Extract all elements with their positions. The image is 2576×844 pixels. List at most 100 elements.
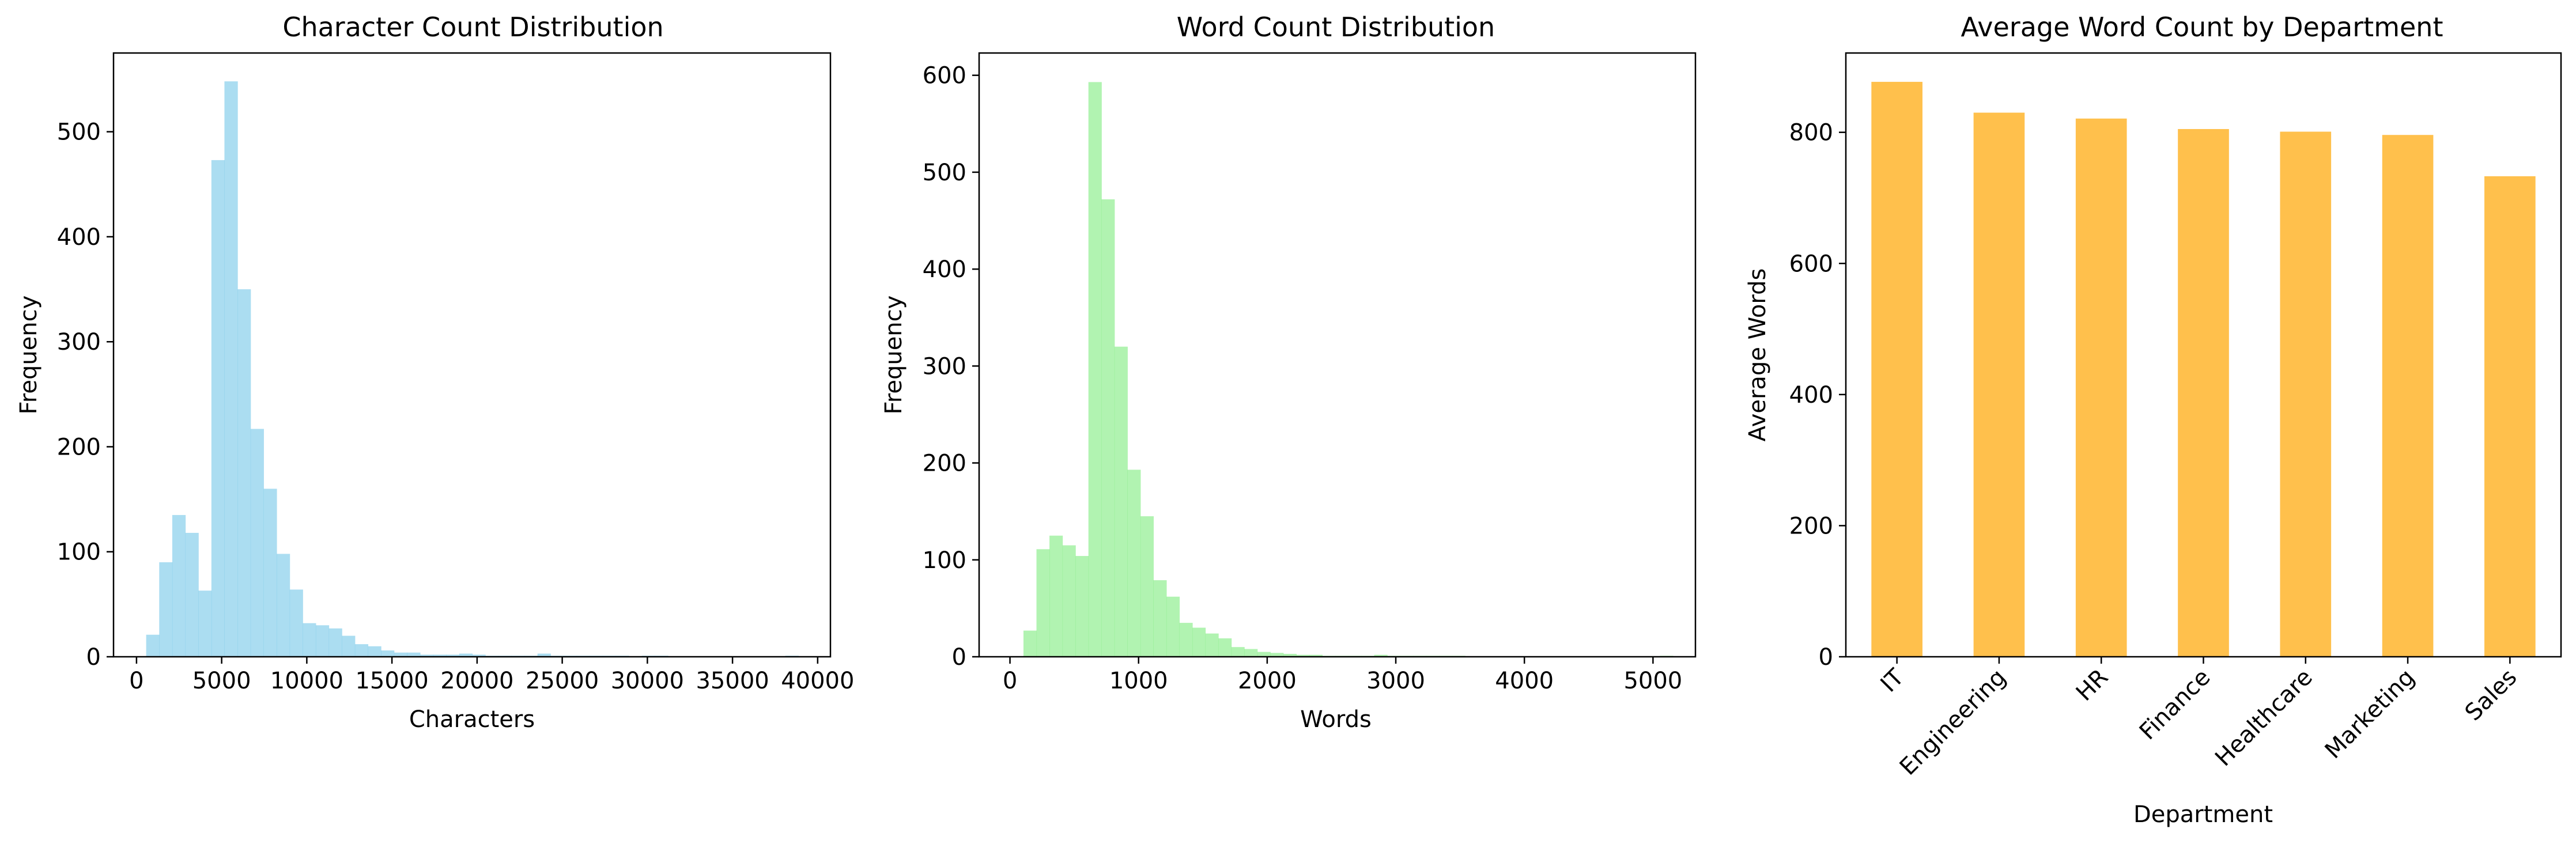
bar [2280, 131, 2332, 657]
histogram-bar [1283, 653, 1297, 657]
histogram-bar [407, 652, 421, 657]
y-axis-label: Frequency [16, 296, 42, 415]
y-ticks: 0 100 200 300 400 500 [57, 119, 114, 671]
x-tick-label: 5000 [1623, 668, 1682, 694]
histogram-bar [224, 81, 238, 657]
x-tick-label: 4000 [1495, 668, 1554, 694]
histogram-bar [303, 623, 316, 657]
x-tick-label: 20000 [440, 668, 513, 694]
x-axis-label: Department [2133, 801, 2273, 828]
y-axis-label: Frequency [881, 296, 907, 415]
y-tick-label: 600 [923, 63, 966, 89]
y-tick-label: 500 [923, 160, 966, 186]
x-tick-label: 3000 [1366, 668, 1425, 694]
axes-frame [978, 52, 1697, 658]
bar [2178, 128, 2229, 657]
y-tick-label: 200 [923, 451, 966, 477]
histogram-bar [198, 591, 212, 657]
x-tick-label: 0 [1003, 668, 1017, 694]
y-tick-label: 300 [923, 353, 966, 380]
bar [1973, 112, 2025, 657]
y-tick-label: 0 [86, 644, 101, 671]
x-tick-label: 10000 [270, 668, 343, 694]
x-tick-label: 30000 [611, 668, 684, 694]
bars-group [146, 81, 799, 657]
x-axis-label: Characters [409, 706, 535, 733]
histogram-bar [381, 650, 395, 657]
histogram-bar [1049, 535, 1063, 657]
histogram-bar [1088, 82, 1102, 657]
histogram-bar [537, 653, 551, 657]
histogram-bar [1244, 649, 1258, 657]
histogram-bar [328, 628, 342, 657]
histogram-bar [1127, 470, 1141, 657]
histogram-bar [1075, 556, 1089, 657]
bars-group [1871, 82, 2536, 657]
histogram-bar [1166, 596, 1180, 657]
histogram-bar [185, 532, 199, 657]
histogram-bar [250, 429, 264, 657]
y-tick-label: 100 [57, 539, 101, 566]
histogram-bar [459, 653, 473, 657]
chart-title: Character Count Distribution [282, 12, 663, 43]
x-tick-label: 0 [129, 668, 143, 694]
bars-group [1023, 82, 1674, 657]
y-tick-label: 0 [1819, 644, 1833, 671]
y-tick-label: 200 [1789, 513, 1833, 539]
bar [1871, 82, 1922, 657]
histogram-bar [1257, 652, 1271, 657]
histogram-bar [342, 635, 356, 657]
x-tick-label: 35000 [696, 668, 769, 694]
histogram-bar [1205, 633, 1219, 657]
histogram-bar [1374, 654, 1388, 657]
histogram-bar [263, 489, 277, 657]
histogram-bar [237, 289, 251, 657]
histogram-bar [1036, 549, 1050, 657]
y-tick-label: 400 [923, 256, 966, 283]
histogram-bar [211, 160, 225, 657]
histogram-bar [1231, 647, 1245, 657]
histogram-bar [368, 646, 382, 657]
axes-frame [1845, 52, 2562, 658]
histogram-bar [1114, 346, 1128, 657]
y-tick-label: 600 [1789, 251, 1833, 277]
histogram-bar [159, 562, 173, 657]
histogram-bar [315, 625, 330, 657]
chart-title: Average Word Count by Department [1961, 12, 2443, 43]
y-tick-label: 500 [57, 119, 101, 146]
x-tick-label: 1000 [1109, 668, 1168, 694]
y-tick-label: 100 [923, 547, 966, 574]
x-tick-label: 2000 [1238, 668, 1297, 694]
y-tick-label: 400 [1789, 382, 1833, 408]
histogram-bar [1140, 516, 1154, 657]
y-ticks: 0 200 400 600 800 [1789, 120, 1846, 671]
histogram-bar [394, 652, 407, 657]
bar [2484, 176, 2536, 657]
y-axis-label: Average Words [1744, 268, 1771, 442]
histogram-bar [433, 654, 447, 657]
histogram-bar [472, 654, 486, 657]
histogram-bar [289, 589, 303, 657]
y-tick-label: 400 [57, 224, 101, 251]
x-ticks: 0 5000 10000 15000 20000 25000 30000 35000 40000 [129, 657, 854, 694]
histogram-bar [1296, 654, 1310, 657]
panel-word-count: Word Count Distribution 0 1000 2000 3000 400… [881, 12, 1697, 733]
x-tick-label: 5000 [192, 668, 251, 694]
y-tick-label: 200 [57, 434, 101, 460]
x-tick-label: 15000 [355, 668, 428, 694]
histogram-bar [1270, 653, 1284, 657]
y-ticks: 0 100 200 300 400 500 600 [923, 63, 979, 671]
axes-frame [112, 52, 832, 658]
histogram-bar [1192, 627, 1206, 657]
x-tick-label: 25000 [526, 668, 599, 694]
bar [2075, 118, 2127, 657]
histogram-bar [446, 654, 460, 657]
y-tick-label: 0 [952, 644, 966, 671]
histogram-bar [1309, 654, 1323, 657]
histogram-bar [1153, 580, 1167, 657]
bar [2382, 135, 2434, 657]
histogram-bar [146, 634, 160, 657]
histogram-bar [1179, 623, 1193, 657]
histogram-bar [276, 554, 290, 657]
